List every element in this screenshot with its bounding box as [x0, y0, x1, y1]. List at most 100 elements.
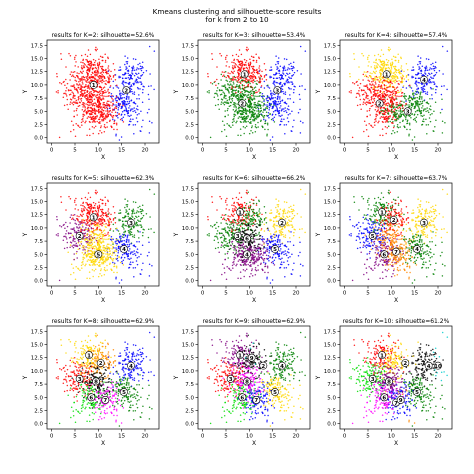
- data-point: [80, 204, 82, 206]
- data-point: [136, 67, 138, 69]
- data-point: [112, 115, 115, 117]
- data-point: [77, 219, 79, 222]
- data-point: [225, 208, 227, 210]
- data-point: [395, 87, 398, 89]
- data-point: [85, 201, 87, 204]
- data-point: [117, 106, 120, 109]
- x-tick-label: 5: [73, 148, 77, 154]
- data-point: [245, 121, 248, 123]
- data-point: [390, 81, 392, 83]
- data-point: [96, 206, 99, 209]
- data-point: [390, 68, 393, 70]
- data-point: [432, 81, 434, 83]
- data-point: [241, 227, 244, 229]
- data-point: [251, 75, 254, 77]
- data-point: [236, 58, 238, 61]
- data-point: [379, 75, 382, 78]
- data-point: [125, 225, 127, 227]
- data-point: [250, 65, 253, 68]
- data-point: [225, 231, 227, 234]
- data-point: [236, 97, 238, 100]
- data-point: [141, 73, 144, 76]
- data-point: [83, 253, 85, 256]
- data-point: [89, 256, 91, 259]
- data-point: [391, 118, 393, 121]
- data-point: [136, 114, 139, 116]
- data-point: [434, 125, 436, 128]
- data-point: [140, 253, 142, 256]
- data-point: [233, 93, 235, 95]
- data-point: [92, 132, 94, 135]
- data-point: [405, 118, 407, 121]
- data-point: [403, 70, 405, 73]
- data-point: [249, 96, 252, 99]
- data-point: [88, 241, 90, 244]
- y-tick-label: 0.0: [34, 279, 43, 285]
- data-point: [84, 53, 87, 56]
- data-point: [380, 84, 383, 86]
- data-point: [93, 126, 95, 129]
- data-point: [111, 247, 113, 250]
- data-point: [98, 265, 100, 267]
- data-point: [74, 240, 76, 243]
- data-point: [122, 116, 125, 118]
- data-point: [396, 77, 399, 79]
- data-point: [137, 215, 140, 218]
- data-point: [81, 251, 84, 254]
- data-point: [98, 58, 100, 60]
- data-point: [129, 105, 131, 107]
- x-tick-label: 10: [388, 148, 395, 154]
- data-point: [103, 95, 105, 97]
- data-point: [96, 248, 98, 251]
- data-point: [243, 222, 245, 225]
- data-point: [126, 210, 128, 212]
- data-point: [121, 93, 124, 95]
- data-point: [385, 84, 387, 87]
- data-point: [140, 67, 143, 70]
- data-point: [79, 93, 82, 96]
- data-point: [118, 233, 121, 235]
- data-point: [253, 102, 256, 104]
- data-point: [98, 90, 101, 92]
- data-point: [78, 215, 80, 218]
- data-point: [102, 262, 105, 265]
- data-point: [110, 96, 113, 98]
- data-point: [270, 118, 273, 121]
- data-point: [274, 74, 276, 76]
- data-point: [261, 114, 263, 117]
- data-point: [232, 124, 234, 126]
- data-point: [249, 58, 251, 60]
- data-point: [104, 82, 107, 85]
- data-point: [380, 109, 382, 112]
- data-point: [128, 96, 130, 98]
- data-point: [268, 106, 271, 109]
- data-point: [102, 234, 104, 236]
- data-point: [142, 66, 144, 69]
- data-point: [69, 93, 72, 96]
- data-point: [389, 101, 392, 103]
- data-point: [237, 65, 239, 68]
- data-point: [377, 96, 379, 98]
- data-point: [72, 218, 75, 221]
- data-point: [248, 72, 251, 74]
- data-point: [99, 120, 101, 123]
- data-point: [123, 233, 126, 236]
- data-point: [366, 87, 369, 89]
- data-point: [235, 105, 237, 108]
- data-point: [78, 240, 80, 243]
- data-point: [381, 88, 384, 90]
- data-point: [375, 78, 378, 81]
- data-point: [399, 107, 402, 109]
- data-point: [98, 109, 100, 111]
- data-point: [65, 232, 67, 235]
- centroid-label: 2: [240, 102, 244, 108]
- data-point: [126, 200, 129, 202]
- data-point: [391, 105, 393, 107]
- data-point: [236, 227, 238, 229]
- data-point: [246, 49, 248, 52]
- data-point: [95, 260, 97, 263]
- data-point: [86, 220, 88, 223]
- data-point: [364, 75, 366, 77]
- data-point: [237, 107, 240, 110]
